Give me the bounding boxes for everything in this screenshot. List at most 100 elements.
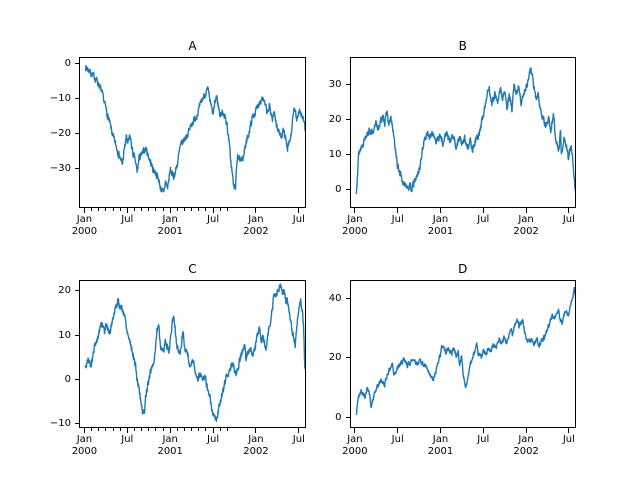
x-tick-year: 2000 <box>71 225 98 237</box>
x-minor-tick <box>183 207 185 211</box>
subplot-D: D <box>349 262 576 428</box>
x-tick-label: Jul <box>185 214 241 226</box>
y-tick <box>345 357 350 359</box>
x-minor-tick <box>119 427 121 431</box>
y-tick-label: 10 <box>328 148 342 160</box>
x-major-tick <box>354 207 356 213</box>
x-tick-label: Jan 2000 <box>56 214 112 238</box>
x-minor-tick <box>205 207 207 211</box>
y-tick <box>345 298 350 300</box>
x-major-tick <box>255 427 257 433</box>
x-minor-tick <box>112 427 114 431</box>
x-tick-label: Jul <box>99 214 155 226</box>
x-minor-tick <box>155 427 157 431</box>
x-minor-tick <box>98 207 100 211</box>
x-minor-tick <box>198 427 200 431</box>
y-tick <box>75 290 79 292</box>
x-minor-tick <box>148 427 150 431</box>
x-minor-tick <box>133 207 135 211</box>
y-tick <box>345 83 350 85</box>
y-tick-label: 0 <box>335 183 342 195</box>
x-major-tick <box>568 427 570 433</box>
x-minor-tick <box>105 427 107 431</box>
subplot-A-title: A <box>188 38 197 53</box>
x-minor-tick <box>91 427 93 431</box>
x-major-tick <box>255 207 257 213</box>
y-tick <box>75 97 79 99</box>
x-tick-label: Jan 2001 <box>142 434 198 458</box>
plot-area-D <box>355 286 575 415</box>
y-tick <box>75 167 79 169</box>
x-tick-month: Jan <box>76 213 93 225</box>
x-tick-month: Jul <box>562 433 575 445</box>
x-tick-month: Jul <box>391 213 404 225</box>
y-tick-label: −20 <box>49 127 71 139</box>
x-tick-label: Jul <box>370 434 426 446</box>
y-tick-label: −10 <box>49 417 71 429</box>
x-minor-tick <box>176 207 178 211</box>
x-minor-tick <box>191 427 193 431</box>
x-minor-tick <box>162 427 164 431</box>
x-minor-tick <box>141 207 143 211</box>
x-major-tick <box>298 207 300 213</box>
x-major-tick <box>397 207 399 213</box>
x-major-tick <box>126 427 128 433</box>
series-A-line <box>84 64 305 192</box>
x-major-tick <box>482 207 484 213</box>
x-minor-tick <box>205 427 207 431</box>
x-tick-year: 2002 <box>243 445 269 457</box>
subplot-C-title: C <box>188 261 197 276</box>
y-tick <box>345 118 350 120</box>
x-tick-label: Jul <box>455 214 511 226</box>
subplot-A: A <box>79 39 306 208</box>
y-tick-label: 20 <box>328 352 342 364</box>
x-major-tick <box>397 427 399 433</box>
y-tick-label: −10 <box>49 92 71 104</box>
x-tick-month: Jul <box>292 213 305 225</box>
x-tick-label: Jan 2001 <box>412 434 468 458</box>
x-major-tick <box>83 207 85 213</box>
x-tick-month: Jul <box>477 213 490 225</box>
y-tick <box>75 334 79 336</box>
x-major-tick <box>169 427 171 433</box>
x-tick-label: Jan 2002 <box>498 434 554 458</box>
x-major-tick <box>298 427 300 433</box>
x-tick-label: Jan 2000 <box>327 434 383 458</box>
y-tick <box>75 132 79 134</box>
x-tick-month: Jul <box>562 213 575 225</box>
subplot-D-title: D <box>458 261 468 276</box>
x-minor-tick <box>183 427 185 431</box>
x-major-tick <box>439 427 441 433</box>
x-tick-label: Jan 2001 <box>412 214 468 238</box>
y-tick-label: −30 <box>49 162 71 174</box>
x-tick-label: Jan 2000 <box>327 214 383 238</box>
x-tick-month: Jan <box>518 213 534 225</box>
x-minor-tick <box>119 207 121 211</box>
y-tick <box>75 422 79 424</box>
x-major-tick <box>439 207 441 213</box>
x-tick-month: Jul <box>121 213 134 225</box>
x-tick-month: Jul <box>292 433 305 445</box>
y-tick <box>345 188 350 190</box>
x-major-tick <box>525 207 527 213</box>
plot-area-A <box>84 64 305 192</box>
x-minor-tick <box>155 207 157 211</box>
x-minor-tick <box>176 427 178 431</box>
x-minor-tick <box>141 427 143 431</box>
subplot-B-title: B <box>458 38 467 53</box>
x-tick-label: Jul <box>185 434 241 446</box>
x-tick-label: Jan 2002 <box>498 214 554 238</box>
x-major-tick <box>482 427 484 433</box>
x-minor-tick <box>148 207 150 211</box>
x-major-tick <box>568 207 570 213</box>
y-tick <box>75 378 79 380</box>
x-tick-label: Jan 2002 <box>228 434 284 458</box>
y-tick <box>345 153 350 155</box>
x-major-tick <box>525 427 527 433</box>
y-tick-label: 20 <box>58 285 71 297</box>
y-tick <box>345 416 350 418</box>
x-tick-year: 2001 <box>427 225 454 237</box>
x-tick-month: Jan <box>248 213 264 225</box>
plot-area-B <box>355 66 575 194</box>
